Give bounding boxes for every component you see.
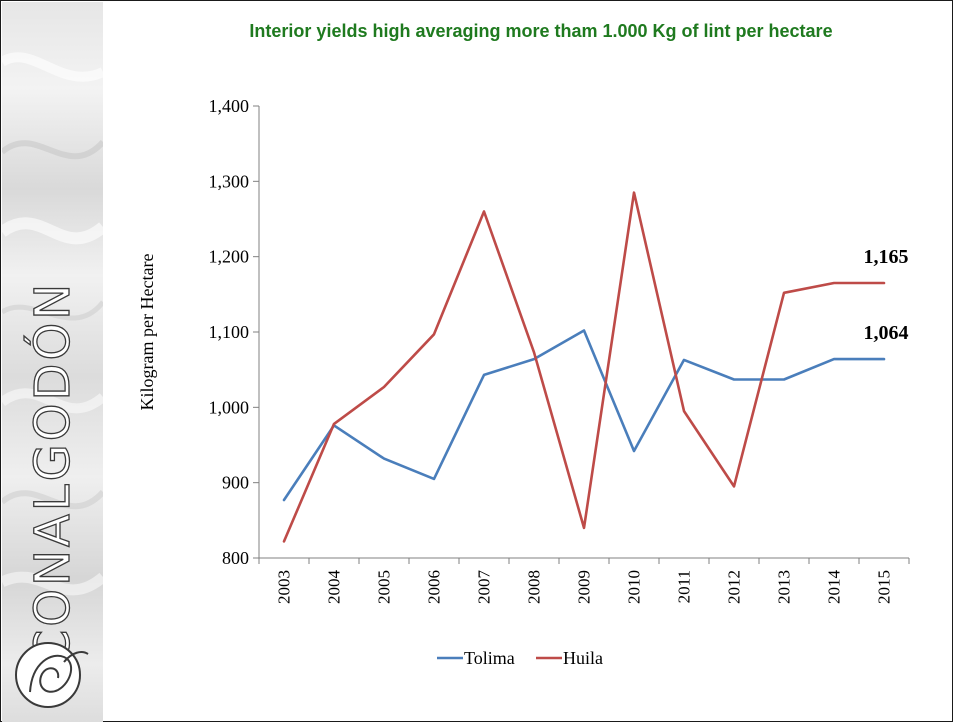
x-tick-label: 2003 <box>275 570 294 604</box>
x-tick-label: 2004 <box>325 570 344 605</box>
x-tick-label: 2015 <box>875 570 894 604</box>
y-tick-label: 900 <box>222 473 249 493</box>
y-tick-label: 800 <box>222 548 249 568</box>
x-tick-label: 2014 <box>825 570 844 605</box>
x-tick-label: 2011 <box>675 570 694 603</box>
y-tick-label: 1,100 <box>209 322 250 342</box>
data-label-tolima: 1,064 <box>864 322 909 344</box>
x-tick-label: 2013 <box>775 570 794 604</box>
x-tick-label: 2007 <box>475 570 494 605</box>
legend-label-huila: Huila <box>563 648 603 668</box>
y-tick-label: 1,400 <box>209 96 250 116</box>
x-tick-label: 2006 <box>425 570 444 604</box>
y-tick-label: 1,200 <box>209 247 250 267</box>
y-axis-label: Kilogram per Hectare <box>137 254 157 411</box>
series-line-huila <box>284 193 884 542</box>
y-tick-label: 1,000 <box>209 397 250 417</box>
y-tick-label: 1,300 <box>209 171 250 191</box>
x-tick-label: 2012 <box>725 570 744 604</box>
data-label-huila: 1,165 <box>864 246 909 268</box>
x-tick-label: 2010 <box>625 570 644 604</box>
x-tick-label: 2008 <box>525 570 544 604</box>
x-tick-label: 2005 <box>375 570 394 604</box>
series-line-tolima <box>284 331 884 501</box>
x-tick-label: 2009 <box>575 570 594 604</box>
legend-label-tolima: Tolima <box>464 648 515 668</box>
